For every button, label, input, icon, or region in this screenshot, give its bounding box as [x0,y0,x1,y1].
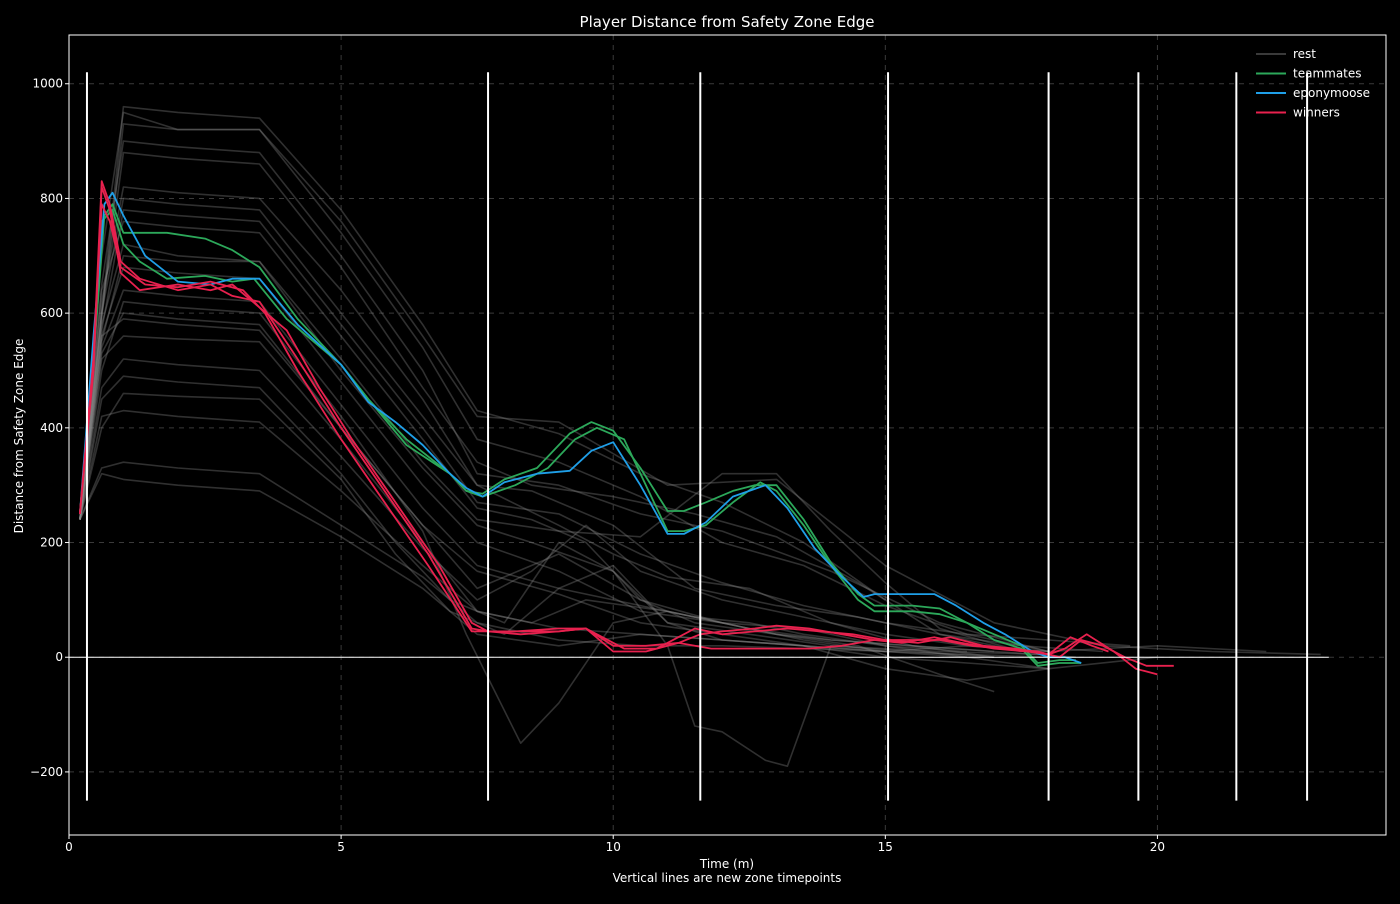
series-line-rest [79,461,1049,658]
legend-label-winners: winners [1293,106,1340,120]
series-line-rest [79,289,968,653]
series-line-teammates [79,208,1082,667]
chart-title: Player Distance from Safety Zone Edge [580,13,875,31]
series-line-rest [79,255,1049,768]
legend: rest teammates eponymoose winners [1256,47,1370,120]
series-line-rest [79,312,1049,670]
legend-label-rest: rest [1293,47,1316,61]
series-line-rest [79,318,1158,670]
series-line-rest [79,243,1022,653]
zone-timepoint-lines [85,72,1309,801]
x-tick-label: 5 [337,840,345,854]
series-line-rest [79,220,995,693]
y-tick-label: 400 [40,421,63,435]
series-line-rest [79,186,995,658]
series-line-rest [79,375,995,658]
y-tick-label: 600 [40,306,63,320]
series-line-rest [79,209,1131,647]
series-line-teammates [79,203,1076,664]
series-line-rest [79,409,1049,682]
x-tick-label: 20 [1150,840,1165,854]
y-tick-label: 800 [40,191,63,205]
series-layer [69,105,1329,768]
legend-label-teammates: teammates [1293,67,1362,81]
y-tick-label: −200 [30,765,63,779]
x-tick-label: 15 [878,840,893,854]
series-line-rest [79,300,995,745]
y-tick-label: 1000 [32,77,63,91]
series-line-rest [79,335,1076,658]
series-line-rest [79,266,886,653]
series-line-winners [79,203,1109,656]
y-axis-ticks: −200 0 200 400 600 800 1000 [30,77,69,779]
series-line-rest [79,105,886,601]
x-axis-sublabel: Vertical lines are new zone timepoints [613,871,842,885]
x-tick-label: 10 [606,840,621,854]
legend-label-eponymoose: eponymoose [1293,86,1370,100]
series-line-rest [79,358,1049,653]
y-axis-label: Distance from Safety Zone Edge [12,339,26,534]
x-axis-label: Time (m) [699,857,754,871]
series-line-rest [79,472,1049,653]
series-line-rest [79,392,968,658]
series-line-rest [79,151,1022,653]
y-tick-label: 0 [55,650,63,664]
x-tick-label: 0 [65,840,73,854]
x-axis-ticks: 0 5 10 15 20 [65,835,1165,854]
y-tick-label: 200 [40,536,63,550]
plot-frame [68,34,1387,836]
axes [68,34,1387,836]
